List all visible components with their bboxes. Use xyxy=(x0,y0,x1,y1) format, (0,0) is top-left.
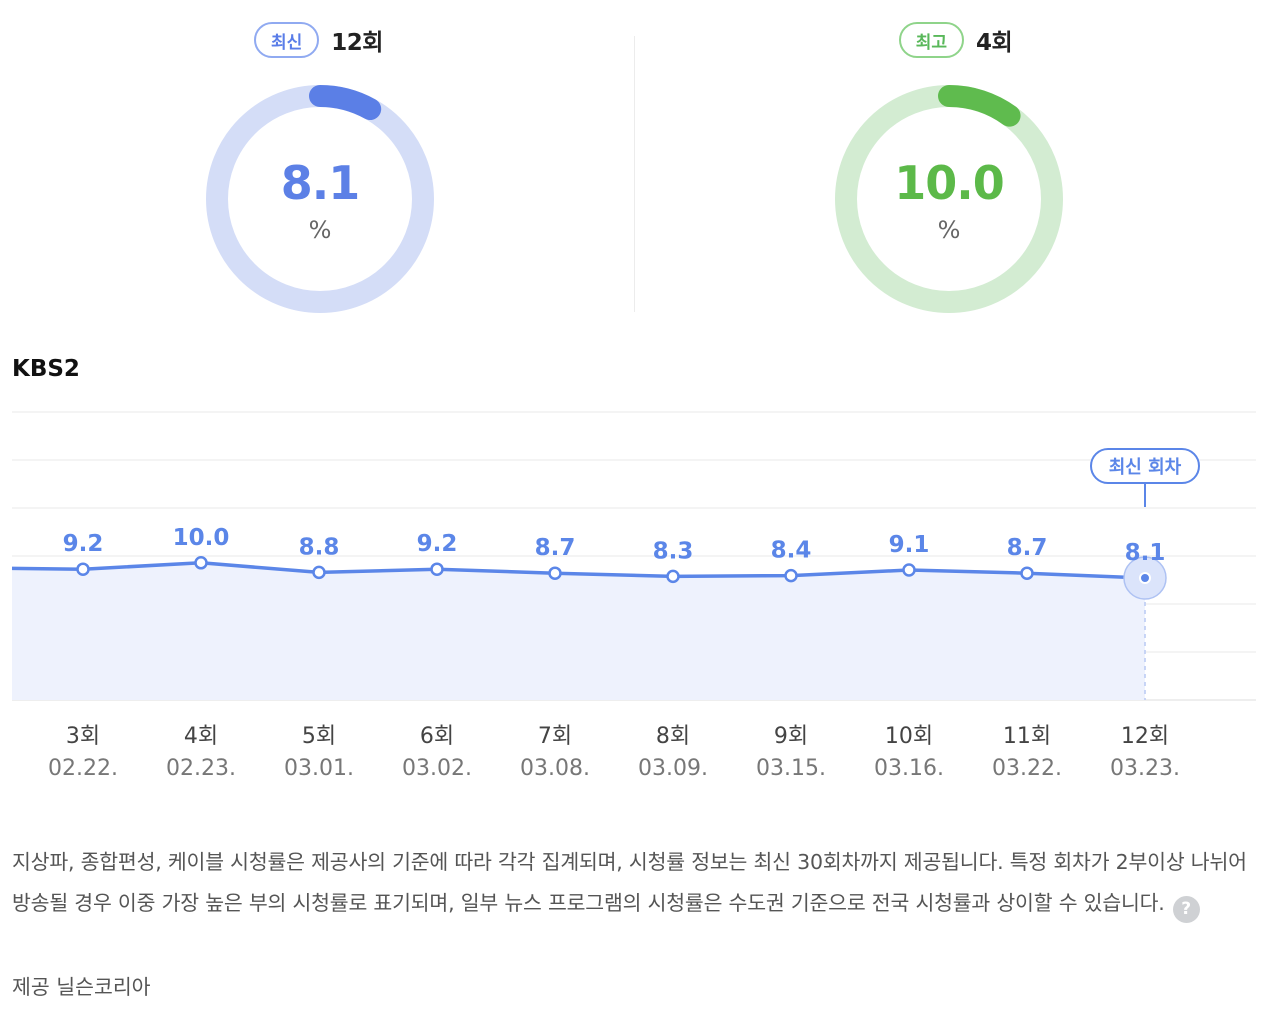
data-label: 8.7 xyxy=(535,535,576,561)
x-tick-date: 03.16. xyxy=(874,756,944,781)
data-point[interactable] xyxy=(784,568,798,583)
data-label: 9.2 xyxy=(417,531,458,557)
series-area xyxy=(12,562,1145,700)
ratings-line-chart: 9.2 10.0 8.8 9.2 8.7 8.3 8.4 9.1 8.7 8.1 3회 02.22.… xyxy=(11,411,1256,781)
x-tick-episode: 6회 xyxy=(420,724,454,749)
latest-rating-value: 8.1 xyxy=(280,156,361,210)
x-axis: 3회 02.22. 4회 02.23. 5회 03.01. 6회 03.02. 7회 03.08.… xyxy=(48,724,1180,781)
latest-donut: 8.1 % xyxy=(205,84,435,314)
data-label: 8.7 xyxy=(1007,535,1048,561)
x-tick-episode: 11회 xyxy=(1003,724,1051,749)
data-label: 10.0 xyxy=(173,525,230,551)
x-tick-date: 03.23. xyxy=(1110,756,1180,781)
x-tick-episode: 10회 xyxy=(885,724,933,749)
latest-donut-graphic xyxy=(206,85,434,313)
latest-badge: 최신 xyxy=(254,22,320,58)
summary-divider xyxy=(634,36,635,312)
latest-episode: 12회 xyxy=(331,30,383,56)
x-tick-episode: 12회 xyxy=(1121,724,1169,749)
best-rating-unit: % xyxy=(937,216,961,244)
x-tick-episode: 8회 xyxy=(656,724,690,749)
area-layer xyxy=(12,562,1146,700)
x-tick-episode: 4회 xyxy=(184,724,218,749)
x-tick-date: 03.09. xyxy=(638,756,708,781)
best-donut-arc xyxy=(835,85,1063,313)
best-donut-graphic xyxy=(835,85,1063,313)
x-tick-date: 02.23. xyxy=(166,756,236,781)
data-label: 8.3 xyxy=(653,538,694,564)
latest-header: 최신 12회 xyxy=(0,22,637,58)
data-label: 9.2 xyxy=(63,531,104,557)
x-tick-date: 03.22. xyxy=(992,756,1062,781)
label-layer: 9.2 10.0 8.8 9.2 8.7 8.3 8.4 9.1 8.7 8.1 xyxy=(63,525,1166,566)
best-rating-card: 최고 4회 10.0 % xyxy=(637,0,1274,330)
data-point[interactable] xyxy=(666,569,680,584)
data-point[interactable] xyxy=(194,556,208,570)
data-label: 8.8 xyxy=(299,534,340,560)
latest-annotation-box xyxy=(1090,448,1200,484)
data-label: 8.1 xyxy=(1125,540,1166,566)
data-point[interactable] xyxy=(1020,566,1034,580)
data-provider: 제공 닐슨코리아 xyxy=(12,975,151,999)
data-point[interactable] xyxy=(430,562,444,576)
data-point[interactable] xyxy=(902,563,916,577)
data-point[interactable] xyxy=(548,566,562,580)
channel-name: KBS2 xyxy=(12,356,80,382)
best-header: 최고 4회 xyxy=(637,22,1274,58)
footnote: 지상파, 종합편성, 케이블 시청률은 제공사의 기준에 따라 각각 집계되며,… xyxy=(12,842,1262,924)
x-tick-episode: 7회 xyxy=(538,724,572,749)
annotation-layer: 최신 회차 xyxy=(1090,448,1200,507)
data-label: 8.4 xyxy=(771,538,812,564)
x-tick-date: 03.15. xyxy=(756,756,826,781)
x-tick-episode: 5회 xyxy=(302,724,336,749)
best-badge: 최고 xyxy=(898,22,965,58)
best-donut: 10.0 % xyxy=(834,84,1064,314)
x-tick-date: 03.08. xyxy=(520,756,590,781)
latest-rating-card: 최신 12회 8.1 % xyxy=(0,0,637,330)
data-point[interactable] xyxy=(76,562,90,576)
data-point[interactable] xyxy=(312,565,326,580)
point-layer xyxy=(76,556,1167,600)
best-rating-value: 10.0 xyxy=(894,156,1005,210)
latest-donut-arc xyxy=(206,85,434,313)
data-label: 9.1 xyxy=(889,532,930,558)
latest-rating-unit: % xyxy=(308,216,332,244)
x-tick-episode: 9회 xyxy=(774,724,808,749)
latest-annotation-label: 최신 회차 xyxy=(1109,457,1182,478)
x-tick-date: 03.02. xyxy=(402,756,472,781)
x-tick-date: 03.01. xyxy=(284,756,354,781)
help-icon[interactable]: ? xyxy=(1172,896,1200,923)
ratings-summary: 최신 12회 8.1 % 최고 4회 xyxy=(0,0,1274,330)
footnote-text: 지상파, 종합편성, 케이블 시청률은 제공사의 기준에 따라 각각 집계되며,… xyxy=(12,850,1247,915)
best-episode: 4회 xyxy=(976,30,1013,56)
x-tick-episode: 3회 xyxy=(66,724,100,749)
x-tick-date: 02.22. xyxy=(48,756,118,781)
data-point[interactable] xyxy=(1139,572,1151,584)
